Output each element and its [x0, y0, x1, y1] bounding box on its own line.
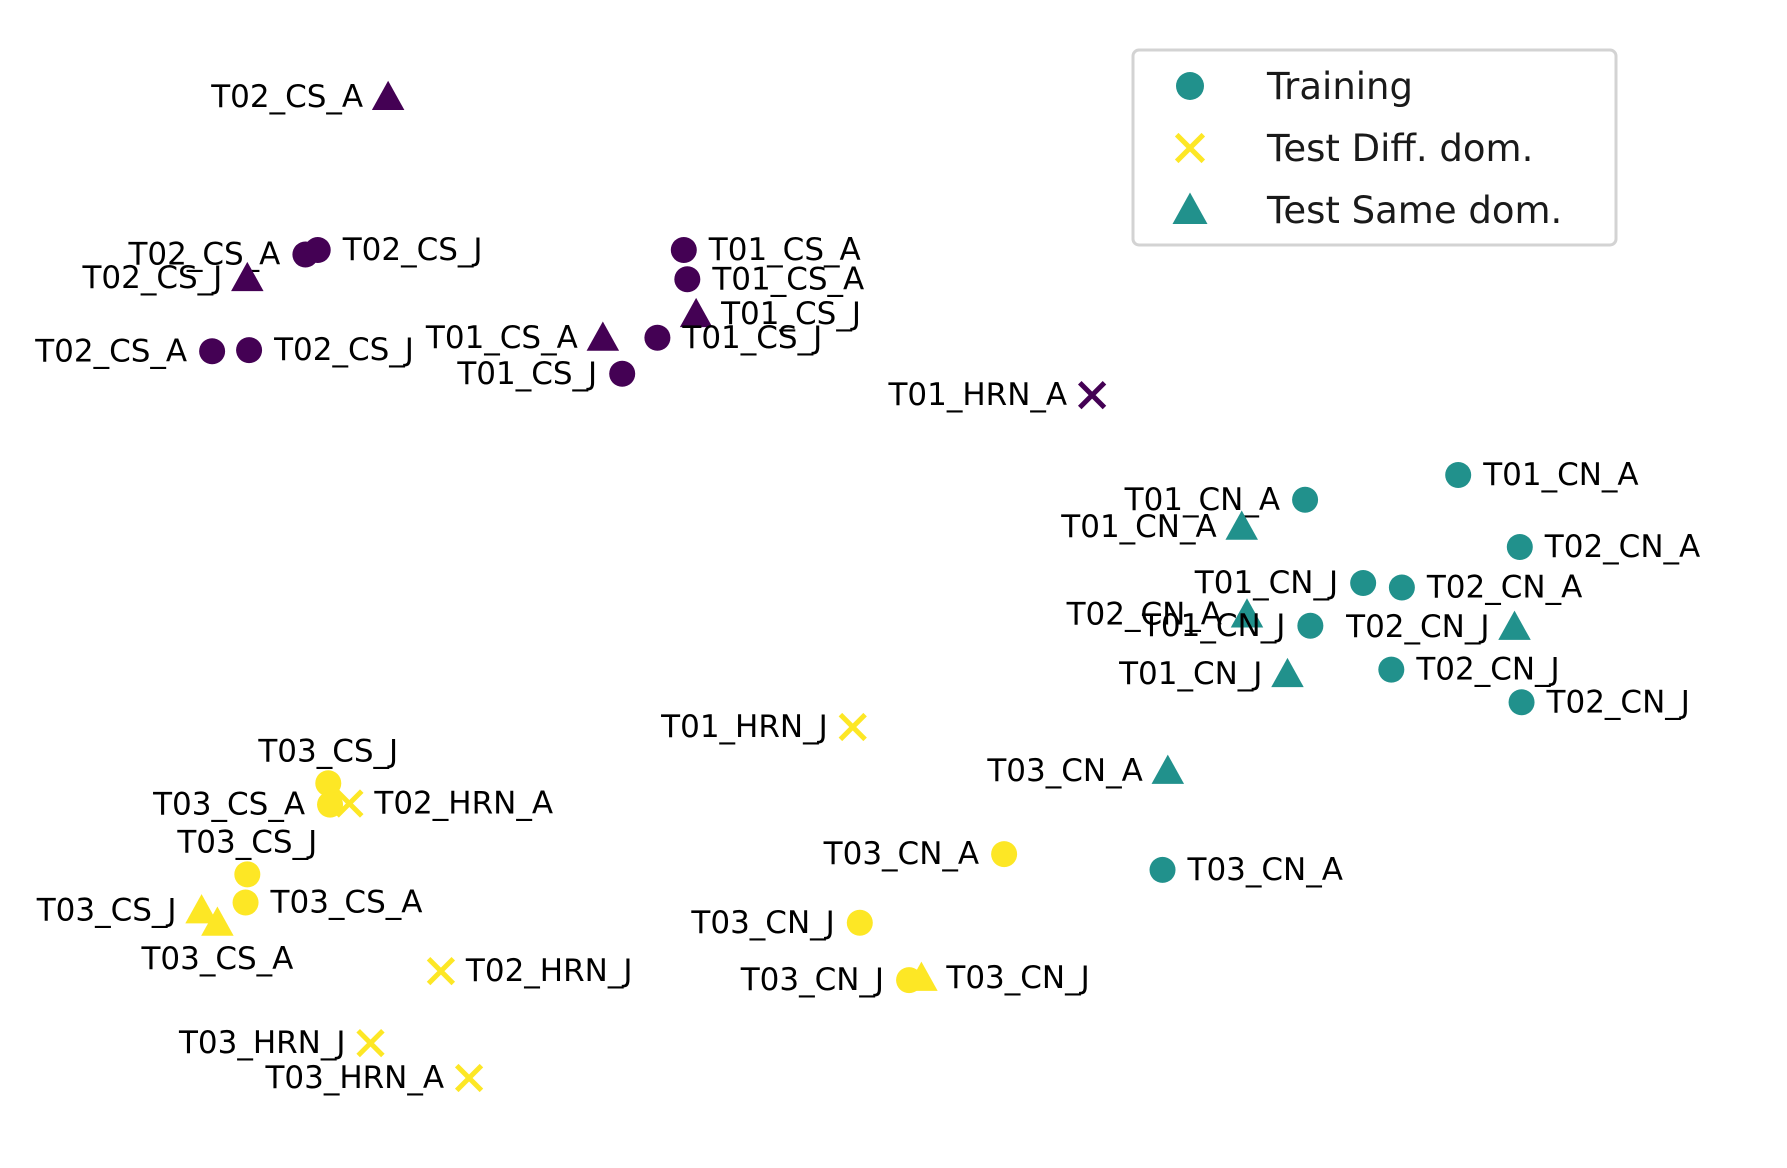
point-label: T03_CN_A [823, 836, 979, 872]
point-label: T01_HRN_A [887, 377, 1067, 413]
point-label: T01_CS_J [681, 320, 822, 356]
data-point-circle [236, 337, 263, 364]
legend-label: Test Same dom. [1266, 189, 1562, 232]
data-point-x [356, 1029, 385, 1058]
data-point-triangle [1271, 657, 1304, 688]
data-point-triangle [1230, 598, 1264, 628]
data-point-x [426, 957, 456, 986]
point-label: T02_HRN_J [465, 953, 633, 989]
point-label: T02_CS_J [273, 332, 414, 368]
point-label: T01_CS_J [456, 356, 597, 392]
point-label: T03_CS_J [36, 892, 177, 928]
data-point-triangle [1225, 510, 1258, 540]
point-label: T01_HRN_J [660, 709, 828, 745]
data-point-circle [1445, 462, 1472, 488]
point-label: T02_CN_A [1544, 529, 1700, 565]
point-label: T02_CS_J [81, 260, 222, 296]
point-label: T02_CS_A [210, 79, 363, 115]
data-point-circle [234, 861, 261, 888]
data-point-circle [1378, 656, 1405, 683]
legend-marker-x [1174, 132, 1206, 164]
data-point-circle [846, 909, 873, 936]
data-point-circle [674, 266, 701, 293]
data-point-triangle [905, 961, 938, 991]
point-label: T02_HRN_A [373, 786, 553, 822]
data-point-triangle [1498, 610, 1531, 640]
data-point-triangle [586, 321, 620, 351]
data-point-circle [670, 237, 697, 263]
point-label: T01_CN_A [1060, 509, 1216, 545]
legend: Training Test Diff. dom. Test Same dom. [1131, 48, 1618, 247]
point-label: T03_HRN_J [178, 1025, 346, 1061]
point-label: T03_CS_A [270, 885, 423, 921]
point-label: T02_CN_J [1546, 684, 1690, 720]
point-label: T01_CS_A [708, 232, 861, 268]
legend-label: Test Diff. dom. [1266, 127, 1533, 170]
data-point-circle [1350, 570, 1377, 596]
point-label: T02_CS_J [342, 232, 483, 268]
data-point-x [1078, 381, 1107, 410]
point-label: T02_CN_A [1426, 570, 1582, 606]
data-point-circle [991, 841, 1018, 868]
point-label: T01_CN_A [1124, 482, 1280, 518]
data-point-circle [317, 791, 344, 818]
data-point-x [335, 789, 364, 818]
legend-items: Training Test Diff. dom. Test Same dom. [1172, 65, 1562, 232]
point-label: T03_CN_J [945, 960, 1089, 996]
point-label: T03_CN_J [740, 962, 884, 998]
data-point-circle [1297, 612, 1324, 639]
data-point-circle [199, 338, 226, 365]
data-point-triangle [185, 894, 218, 924]
legend-frame [1131, 48, 1618, 247]
point-label: T01_CN_J [1141, 608, 1285, 644]
data-point-circle [315, 770, 342, 797]
data-point-circle [1292, 486, 1319, 513]
point-label: T01_CN_J [1194, 565, 1338, 601]
point-label: T02_CS_A [34, 333, 187, 369]
point-label: T02_CN_A [1066, 597, 1222, 633]
point-label: T03_CN_A [1187, 852, 1343, 888]
point-label: T03_CS_A [152, 787, 305, 823]
data-point-triangle [679, 297, 713, 328]
point-label: T03_CS_A [140, 941, 293, 977]
point-label: T03_CN_J [690, 905, 834, 941]
data-point-x [454, 1063, 484, 1093]
data-point-circle [1506, 534, 1533, 560]
data-point-circle [609, 360, 636, 387]
legend-label: Training [1266, 65, 1413, 108]
data-point-circle [1508, 689, 1535, 716]
point-label: T01_CS_A [425, 320, 578, 356]
point-label: T03_HRN_A [264, 1060, 444, 1096]
point-label: T01_CN_A [1482, 457, 1638, 493]
data-point-circle [232, 889, 259, 916]
point-label: T01_CN_J [1118, 656, 1262, 692]
legend-marker-triangle [1172, 192, 1208, 224]
point-label: T02_CN_J [1345, 609, 1489, 645]
data-point-circle [304, 237, 331, 263]
data-point-x [838, 712, 867, 742]
data-point-circle [1388, 574, 1415, 601]
point-label: T02_CS_A [127, 237, 280, 273]
data-point-triangle [1151, 754, 1185, 784]
data-point-circle [1149, 856, 1176, 883]
point-label: T03_CS_J [176, 824, 317, 860]
point-label: T03_CN_A [986, 753, 1142, 789]
data-point-circle [644, 324, 671, 351]
data-point-triangle [371, 80, 405, 110]
point-label: T01_CS_J [720, 296, 861, 332]
point-label: T03_CS_J [257, 733, 398, 769]
data-point-triangle [201, 906, 234, 936]
point-label: T02_CN_J [1415, 652, 1559, 688]
data-point-triangle [231, 261, 264, 292]
legend-marker-circle [1176, 72, 1204, 100]
point-label: T01_CS_A [711, 261, 864, 297]
